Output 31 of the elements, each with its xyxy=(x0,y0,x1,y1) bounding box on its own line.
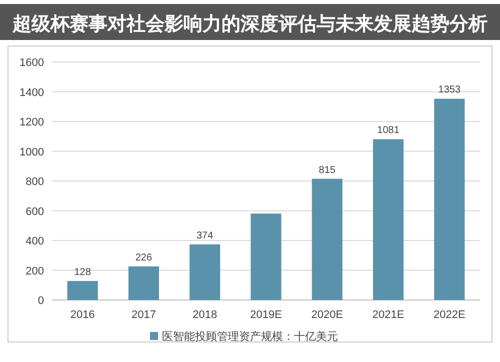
y-tick-label: 0 xyxy=(38,295,44,307)
data-label: 128 xyxy=(74,266,92,278)
y-tick-label: 200 xyxy=(26,265,44,278)
x-tick-label: 2019E xyxy=(250,309,282,321)
x-tick-label: 2021E xyxy=(372,309,404,321)
x-tick-label: 2022E xyxy=(434,309,466,321)
bar xyxy=(190,244,220,300)
y-tick-label: 1000 xyxy=(20,146,44,158)
data-label: 374 xyxy=(196,230,214,242)
x-tick-label: 2020E xyxy=(311,309,344,321)
data-label: 1353 xyxy=(438,84,461,96)
x-tick-label: 2017 xyxy=(131,309,156,321)
legend-label: 医智能投顾管理资产规模：十亿美元 xyxy=(162,330,338,343)
y-tick-label: 600 xyxy=(26,206,44,218)
y-tick-label: 1200 xyxy=(20,116,44,128)
bar xyxy=(312,178,342,300)
bar xyxy=(373,139,404,300)
data-label: 1081 xyxy=(377,125,400,136)
x-tick-label: 2018 xyxy=(192,309,218,321)
bar xyxy=(67,280,98,300)
data-label: 226 xyxy=(135,252,152,264)
bar xyxy=(434,98,465,300)
bar xyxy=(128,266,159,300)
x-tick-label: 2016 xyxy=(70,309,95,321)
y-tick-label: 1400 xyxy=(20,86,44,99)
y-tick-label: 800 xyxy=(26,176,44,188)
y-tick-label: 400 xyxy=(26,236,44,248)
bar xyxy=(250,214,282,300)
y-tick-label: 1600 xyxy=(20,57,44,69)
chart-title: 超级杯赛事对社会影响力的深度评估与未来发展趋势分析 xyxy=(12,13,488,35)
data-label: 815 xyxy=(318,164,336,176)
